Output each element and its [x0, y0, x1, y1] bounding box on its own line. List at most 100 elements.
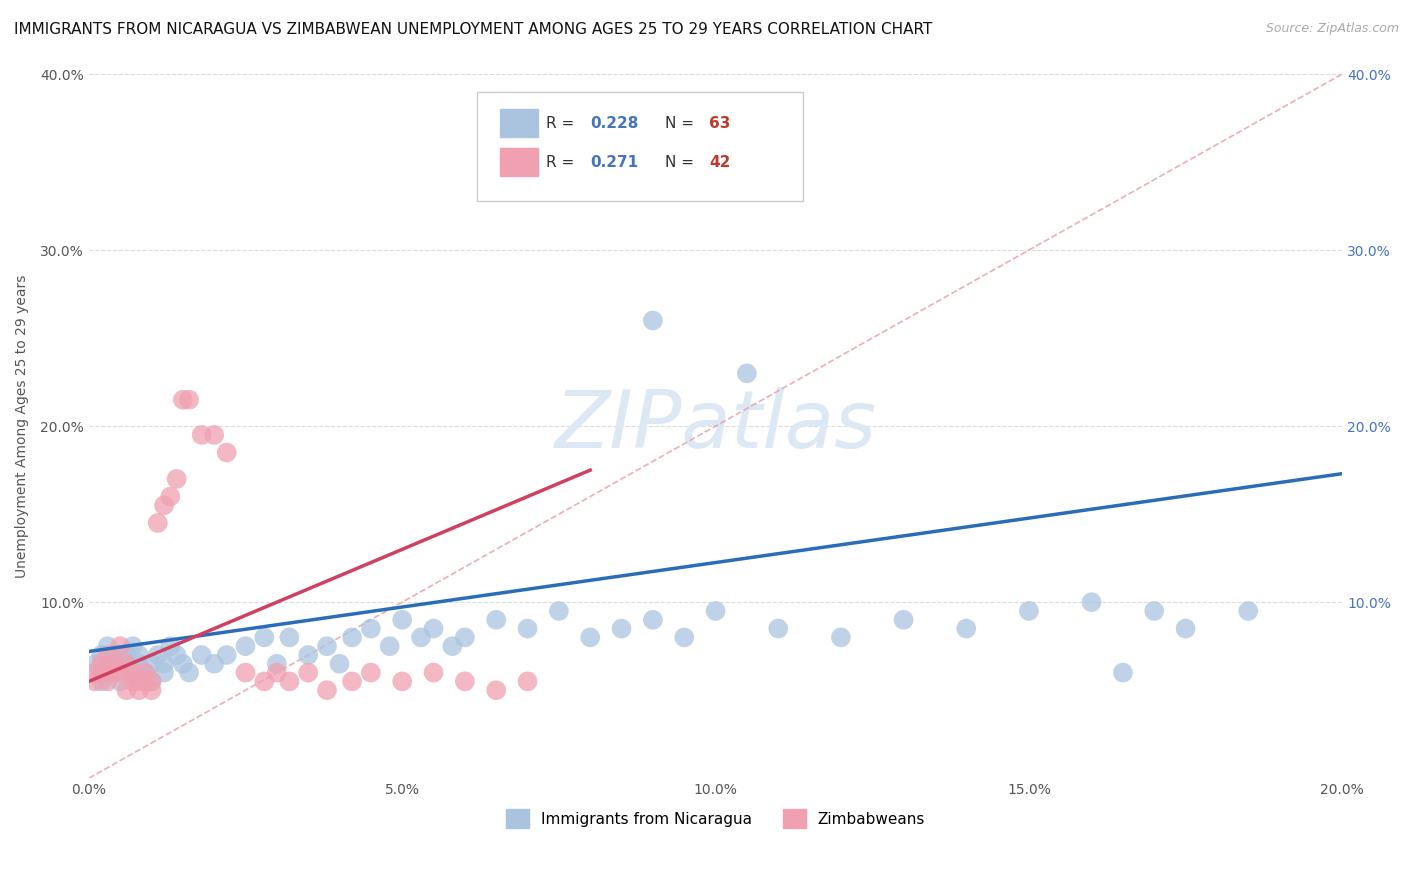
- Legend: Immigrants from Nicaragua, Zimbabweans: Immigrants from Nicaragua, Zimbabweans: [501, 803, 931, 834]
- Point: [202, 657, 225, 671]
- Point: [190, 648, 212, 662]
- Point: [266, 665, 288, 680]
- Point: [159, 490, 181, 504]
- Point: [768, 622, 790, 636]
- Point: [704, 604, 727, 618]
- Point: [179, 392, 201, 407]
- Point: [955, 622, 977, 636]
- Text: R =: R =: [547, 116, 579, 131]
- Point: [253, 674, 276, 689]
- Point: [97, 648, 120, 662]
- Point: [641, 613, 664, 627]
- Text: ZIPatlas: ZIPatlas: [554, 387, 876, 465]
- Point: [121, 665, 143, 680]
- Point: [84, 665, 107, 680]
- Point: [1018, 604, 1040, 618]
- Point: [172, 657, 194, 671]
- Point: [90, 665, 112, 680]
- Point: [516, 622, 538, 636]
- Point: [441, 639, 464, 653]
- Point: [97, 639, 120, 653]
- Point: [108, 665, 131, 680]
- Point: [121, 665, 143, 680]
- Point: [278, 674, 301, 689]
- Point: [202, 428, 225, 442]
- Point: [360, 665, 382, 680]
- Point: [893, 613, 915, 627]
- Point: [215, 445, 238, 459]
- Point: [516, 674, 538, 689]
- Text: R =: R =: [547, 154, 579, 169]
- Point: [641, 313, 664, 327]
- Point: [115, 657, 138, 671]
- Point: [108, 674, 131, 689]
- Point: [115, 683, 138, 698]
- Point: [735, 367, 758, 381]
- Bar: [501, 148, 537, 176]
- Point: [454, 631, 477, 645]
- Point: [108, 639, 131, 653]
- Point: [278, 631, 301, 645]
- Point: [422, 665, 444, 680]
- Point: [1080, 595, 1102, 609]
- Point: [1143, 604, 1166, 618]
- Point: [547, 604, 569, 618]
- Point: [90, 674, 112, 689]
- Point: [115, 657, 138, 671]
- Point: [103, 657, 125, 671]
- Point: [253, 631, 276, 645]
- Point: [90, 657, 112, 671]
- Text: IMMIGRANTS FROM NICARAGUA VS ZIMBABWEAN UNEMPLOYMENT AMONG AGES 25 TO 29 YEARS C: IMMIGRANTS FROM NICARAGUA VS ZIMBABWEAN …: [14, 22, 932, 37]
- Point: [179, 665, 201, 680]
- Point: [121, 674, 143, 689]
- Point: [134, 665, 156, 680]
- Point: [146, 516, 169, 530]
- Point: [1237, 604, 1260, 618]
- Point: [485, 683, 508, 698]
- Point: [97, 674, 120, 689]
- Point: [115, 648, 138, 662]
- Text: 0.271: 0.271: [591, 154, 638, 169]
- Point: [485, 613, 508, 627]
- Point: [141, 674, 163, 689]
- Point: [84, 657, 107, 671]
- Point: [391, 674, 413, 689]
- Point: [378, 639, 401, 653]
- Point: [159, 639, 181, 653]
- Point: [579, 631, 602, 645]
- Point: [215, 648, 238, 662]
- Point: [409, 631, 432, 645]
- Text: 63: 63: [709, 116, 731, 131]
- Y-axis label: Unemployment Among Ages 25 to 29 years: Unemployment Among Ages 25 to 29 years: [15, 275, 30, 578]
- Point: [97, 665, 120, 680]
- Point: [90, 648, 112, 662]
- Text: 0.228: 0.228: [591, 116, 638, 131]
- Point: [121, 639, 143, 653]
- FancyBboxPatch shape: [478, 92, 803, 201]
- Point: [235, 639, 257, 653]
- Point: [454, 674, 477, 689]
- Point: [172, 392, 194, 407]
- Point: [128, 648, 150, 662]
- Point: [166, 648, 188, 662]
- Text: 42: 42: [709, 154, 731, 169]
- Point: [266, 657, 288, 671]
- Point: [1112, 665, 1135, 680]
- Point: [141, 657, 163, 671]
- Point: [128, 674, 150, 689]
- Point: [328, 657, 350, 671]
- Point: [103, 657, 125, 671]
- Point: [141, 674, 163, 689]
- Point: [391, 613, 413, 627]
- Point: [134, 674, 156, 689]
- Point: [297, 648, 319, 662]
- Point: [673, 631, 696, 645]
- Point: [610, 622, 633, 636]
- Point: [1174, 622, 1197, 636]
- Point: [84, 674, 107, 689]
- Point: [153, 657, 176, 671]
- Point: [153, 499, 176, 513]
- Point: [103, 665, 125, 680]
- Text: N =: N =: [665, 154, 699, 169]
- Point: [340, 674, 363, 689]
